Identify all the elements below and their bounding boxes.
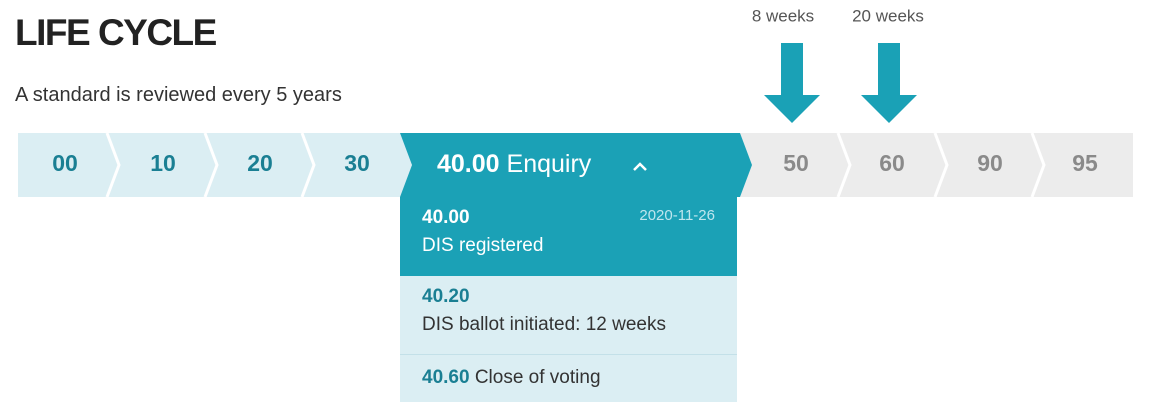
stage[interactable]: 90 (977, 150, 1003, 176)
substage-date: 2020-11-26 (639, 207, 715, 224)
arrow-icon (861, 43, 917, 123)
duration-label: 8 weeks (752, 6, 814, 25)
substage-label: DIS ballot initiated: 12 weeks (422, 314, 666, 335)
substage-code: 40.00 (422, 207, 470, 228)
stage-bg (740, 133, 1133, 197)
substage: 40.00 2020-11-26 DIS registered (400, 197, 737, 276)
active-code: 40.00 (437, 150, 500, 178)
stage[interactable]: 10 (150, 150, 176, 176)
subtitle: A standard is reviewed every 5 years (15, 84, 342, 106)
stage[interactable]: 50 (783, 150, 809, 176)
substage-label: Close of voting (474, 367, 601, 388)
arrow-icon (764, 43, 820, 123)
stage[interactable]: 00 (52, 150, 78, 176)
stage[interactable]: 30 (344, 150, 370, 176)
substage-code: 40.20 (422, 286, 470, 307)
substage-label: DIS registered (422, 235, 544, 256)
stage[interactable]: 20 (247, 150, 273, 176)
separators (105, 132, 1046, 198)
lifecycle-bar: 8 weeks 20 weeks 00 10 20 30 50 60 90 95… (18, 6, 1133, 198)
active-stage-label[interactable]: 40.00 Enquiry (437, 150, 592, 178)
substage: 40.60 Close of voting (400, 355, 737, 402)
substage: 40.20 DIS ballot initiated: 12 weeks (400, 276, 737, 355)
substage-code: 40.60 (422, 367, 470, 388)
active-stage[interactable] (400, 133, 752, 197)
stage[interactable]: 60 (879, 150, 905, 176)
duration-label: 20 weeks (852, 6, 924, 25)
active-name: Enquiry (507, 150, 592, 178)
page-title: LIFE CYCLE (15, 12, 217, 53)
stage[interactable]: 95 (1072, 150, 1098, 176)
stage-bg (18, 133, 412, 197)
caret-icon[interactable] (633, 162, 647, 171)
